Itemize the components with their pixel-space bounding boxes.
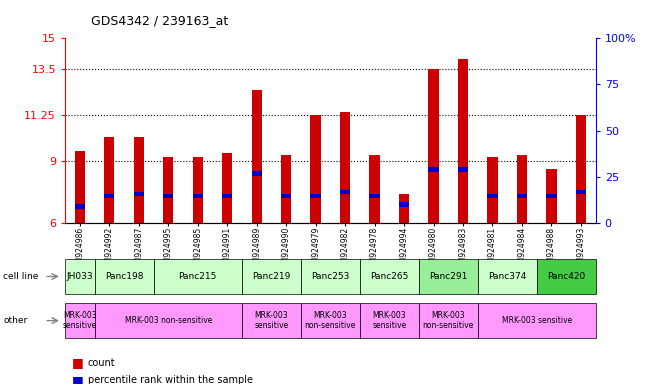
Text: Panc291: Panc291 (429, 272, 467, 281)
Bar (546, 194, 557, 199)
Text: Panc215: Panc215 (178, 272, 217, 281)
Bar (75, 204, 85, 209)
Bar (458, 167, 468, 172)
Bar (517, 194, 527, 199)
Bar (75, 151, 85, 223)
Bar (222, 153, 232, 223)
Bar (488, 157, 497, 223)
Bar (163, 157, 173, 223)
Bar (575, 115, 586, 223)
Bar (428, 167, 439, 172)
Bar (311, 194, 321, 199)
Bar (251, 171, 262, 176)
Bar (281, 155, 292, 223)
Text: MRK-003
non-sensitive: MRK-003 non-sensitive (305, 311, 356, 330)
Text: MRK-003
sensitive: MRK-003 sensitive (255, 311, 288, 330)
Text: other: other (3, 316, 27, 325)
Bar (399, 194, 409, 223)
Bar (340, 112, 350, 223)
Text: Panc374: Panc374 (488, 272, 527, 281)
Text: MRK-003
sensitive: MRK-003 sensitive (62, 311, 97, 330)
Bar (399, 202, 409, 207)
Text: Panc219: Panc219 (252, 272, 290, 281)
Bar (517, 155, 527, 223)
Bar (488, 194, 497, 199)
Text: GDS4342 / 239163_at: GDS4342 / 239163_at (91, 14, 229, 27)
Text: Panc253: Panc253 (311, 272, 350, 281)
Bar (193, 157, 203, 223)
Text: Panc198: Panc198 (105, 272, 143, 281)
Bar (340, 190, 350, 194)
Text: percentile rank within the sample: percentile rank within the sample (88, 375, 253, 384)
Bar (546, 169, 557, 223)
Text: ■: ■ (72, 374, 83, 384)
Bar (369, 194, 380, 199)
Bar (369, 155, 380, 223)
Bar (575, 190, 586, 194)
Text: JH033: JH033 (66, 272, 93, 281)
Text: MRK-003
non-sensitive: MRK-003 non-sensitive (422, 311, 474, 330)
Bar (311, 115, 321, 223)
Bar (458, 59, 468, 223)
Text: Panc420: Panc420 (547, 272, 585, 281)
Bar (104, 194, 115, 199)
Bar (251, 89, 262, 223)
Bar (163, 194, 173, 199)
Text: MRK-003 non-sensitive: MRK-003 non-sensitive (124, 316, 212, 325)
Bar (133, 137, 144, 223)
Text: Panc265: Panc265 (370, 272, 409, 281)
Bar (428, 69, 439, 223)
Text: ■: ■ (72, 356, 83, 369)
Text: count: count (88, 358, 115, 368)
Bar (281, 194, 292, 199)
Text: MRK-003 sensitive: MRK-003 sensitive (501, 316, 572, 325)
Bar (104, 137, 115, 223)
Text: cell line: cell line (3, 272, 38, 281)
Bar (222, 194, 232, 199)
Bar (133, 192, 144, 196)
Text: MRK-003
sensitive: MRK-003 sensitive (372, 311, 406, 330)
Bar (193, 194, 203, 199)
